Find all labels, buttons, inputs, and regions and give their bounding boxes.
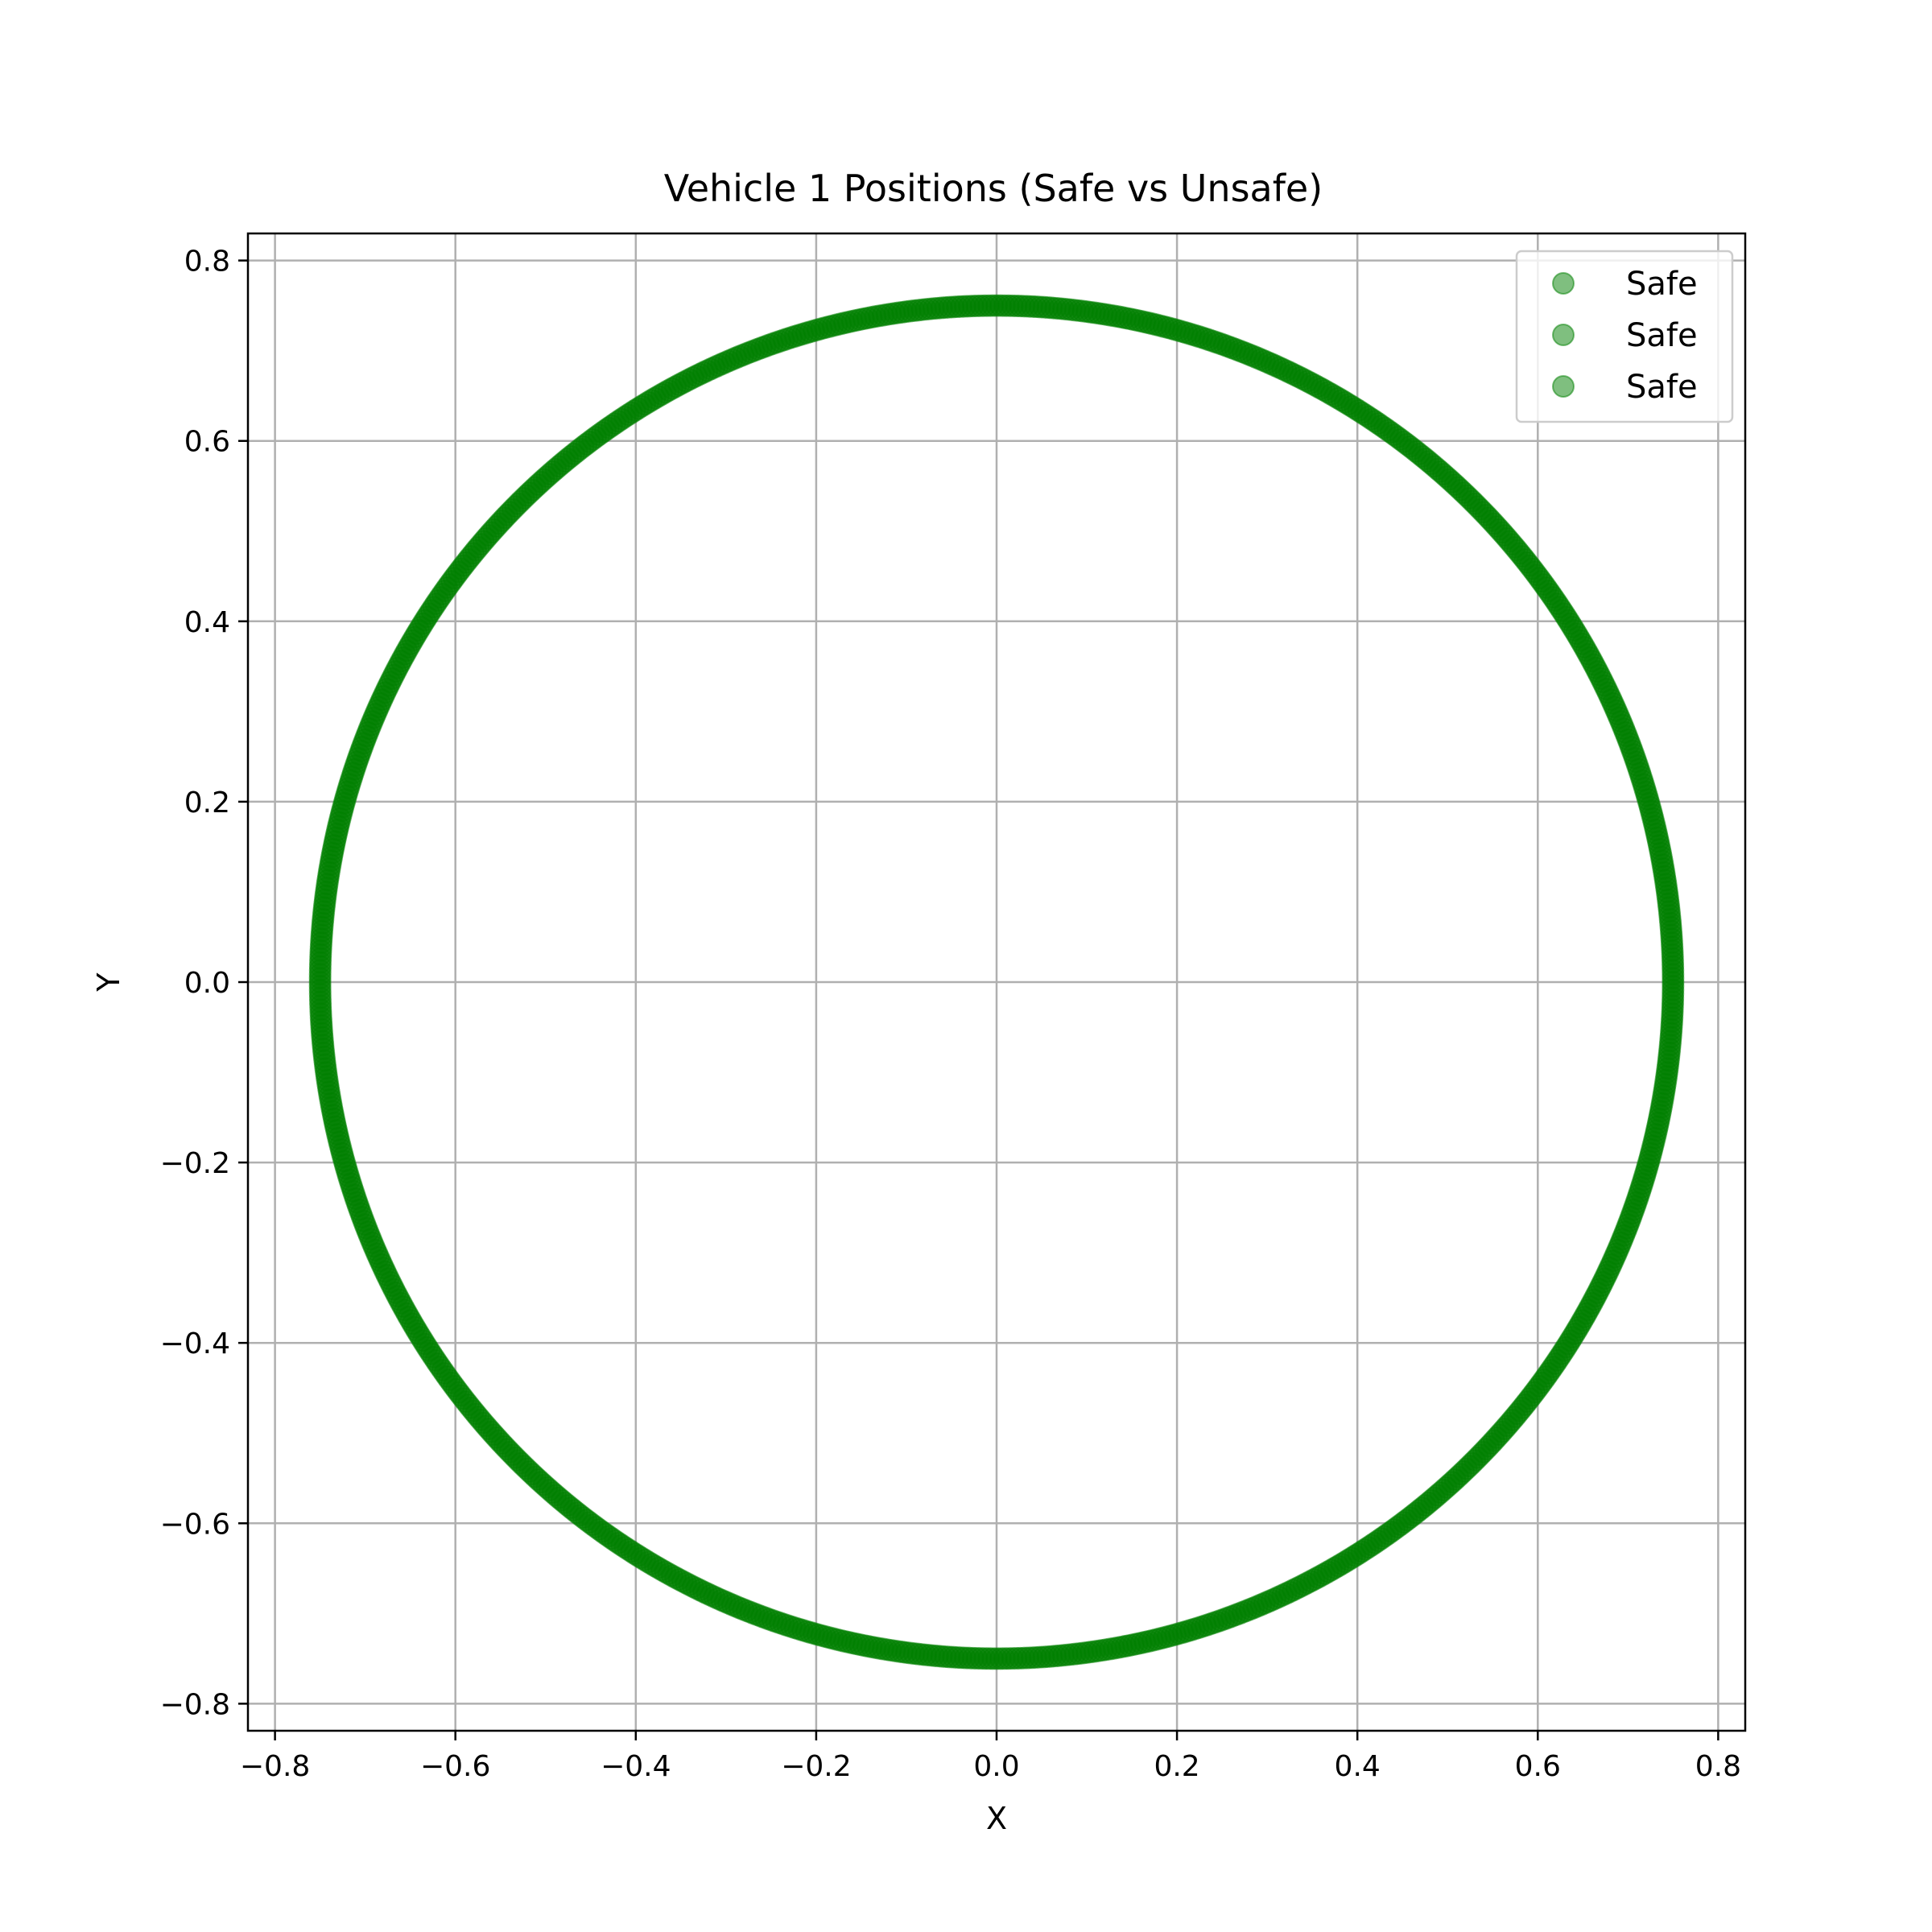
axis-ticks: −0.8 −0.6 −0.4 −0.2 0.0 0.2 0.4 0.6 0.8 0.8 0.6 0.4…: [160, 246, 1741, 1783]
grid-lines: [248, 233, 1745, 1731]
scatter-points: [308, 294, 1685, 1670]
scatter-point: [1662, 974, 1685, 997]
x-tick-label: −0.4: [601, 1750, 671, 1783]
legend: Safe Safe Safe: [1515, 250, 1734, 423]
x-tick-label: 0.4: [1335, 1750, 1381, 1783]
x-tick-label: −0.2: [781, 1750, 851, 1783]
x-tick-label: −0.6: [420, 1750, 490, 1783]
chart-title: Vehicle 1 Positions (Safe vs Unsafe): [664, 167, 1323, 210]
x-tick-label: 0.8: [1695, 1750, 1741, 1783]
legend-marker: [1552, 375, 1575, 398]
legend-box: [1515, 250, 1734, 423]
legend-label: Safe: [1626, 266, 1698, 303]
legend-marker: [1552, 272, 1575, 295]
y-tick-label: 0.4: [184, 606, 230, 639]
y-tick-label: 0.8: [184, 246, 230, 279]
legend-label: Safe: [1626, 369, 1698, 406]
x-tick-label: 0.0: [973, 1750, 1019, 1783]
x-tick-label: 0.2: [1154, 1750, 1199, 1783]
y-tick-label: −0.8: [160, 1688, 230, 1721]
y-tick-label: −0.2: [160, 1147, 230, 1180]
y-tick-label: −0.6: [160, 1508, 230, 1541]
legend-marker: [1552, 324, 1575, 346]
x-tick-label: 0.6: [1515, 1750, 1561, 1783]
x-axis-label: X: [986, 1801, 1007, 1836]
x-tick-label: −0.8: [240, 1750, 310, 1783]
y-tick-label: 0.0: [184, 967, 230, 1000]
legend-label: Safe: [1626, 317, 1698, 354]
y-tick-label: −0.4: [160, 1327, 230, 1360]
y-axis-label: Y: [91, 972, 126, 993]
y-tick-label: 0.6: [184, 426, 230, 459]
y-tick-label: 0.2: [184, 786, 230, 819]
